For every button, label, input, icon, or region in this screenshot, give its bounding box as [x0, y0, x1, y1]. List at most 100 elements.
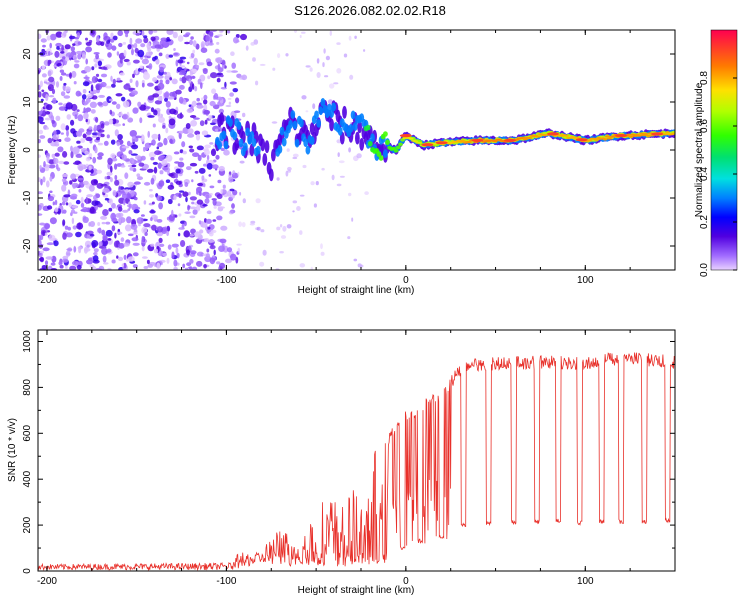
noise-blob	[69, 180, 73, 185]
noise-blob	[245, 45, 249, 51]
ridge-peak	[547, 132, 559, 136]
noise-blob	[165, 79, 170, 85]
noise-blob	[179, 190, 184, 193]
noise-blob	[121, 96, 126, 102]
noise-blob	[170, 182, 173, 186]
ridge-cell	[279, 126, 285, 136]
noise-blob	[152, 77, 158, 83]
spectrogram-x-ticks: -200 -100 0 100	[37, 30, 676, 286]
noise-blob	[61, 258, 69, 263]
noise-blob	[116, 231, 123, 235]
noise-blob	[104, 121, 110, 126]
noise-blob	[77, 246, 83, 250]
noise-blob	[81, 94, 87, 100]
noise-blob	[193, 57, 198, 65]
noise-blob	[184, 267, 189, 270]
noise-blob	[154, 55, 158, 60]
noise-blob	[129, 130, 137, 137]
noise-blob	[209, 257, 216, 265]
noise-blob	[88, 153, 93, 158]
noise-blob	[65, 265, 68, 270]
noise-blob	[63, 82, 67, 86]
noise-blob	[299, 35, 302, 38]
noise-blob	[100, 81, 107, 88]
noise-blob	[167, 96, 175, 100]
colorbar: 0.0 0.2 0.4 0.6 0.8 Normalized spectral ampl…	[694, 29, 738, 277]
ridge-cell	[460, 139, 466, 142]
noise-blob	[65, 125, 70, 131]
ridge-cell	[606, 137, 612, 140]
noise-blob	[49, 176, 53, 182]
noise-blob	[179, 149, 184, 154]
noise-blob	[117, 134, 123, 140]
noise-blob	[196, 190, 199, 195]
noise-blob	[63, 95, 71, 99]
noise-blob	[110, 153, 116, 159]
noise-blob	[229, 188, 235, 192]
noise-blob	[91, 66, 95, 71]
noise-blob	[184, 41, 190, 45]
noise-blob	[55, 81, 60, 88]
noise-blob	[82, 89, 87, 94]
noise-blob	[140, 214, 145, 217]
noise-blob	[194, 130, 201, 136]
noise-blob	[190, 228, 196, 234]
snr-y-ticks: 0 200 400 600 800 1000	[22, 330, 675, 574]
noise-blob	[89, 221, 96, 227]
noise-blob	[53, 157, 59, 165]
noise-blob	[154, 150, 162, 156]
noise-blob	[144, 232, 148, 237]
noise-blob	[53, 130, 57, 136]
noise-blob	[198, 167, 206, 174]
noise-blob	[217, 179, 222, 184]
noise-blob	[114, 179, 120, 186]
noise-blob	[54, 152, 60, 157]
noise-blob	[141, 235, 145, 243]
noise-blob	[259, 63, 266, 66]
noise-blob	[80, 138, 86, 143]
noise-blob	[71, 70, 77, 78]
noise-blob	[178, 130, 184, 134]
noise-blob	[168, 118, 176, 126]
ridge-cell	[329, 109, 334, 118]
noise-blob	[204, 144, 212, 149]
noise-blob	[226, 247, 233, 253]
noise-blob	[55, 42, 62, 48]
noise-blob	[230, 70, 238, 73]
noise-blob	[47, 195, 55, 202]
noise-blob	[143, 181, 151, 186]
noise-blob	[148, 142, 154, 146]
noise-blob	[108, 98, 113, 102]
noise-blob	[216, 193, 223, 199]
noise-blob	[189, 39, 194, 45]
noise-blob	[217, 63, 221, 70]
noise-blob	[186, 166, 192, 171]
noise-blob	[167, 198, 173, 205]
noise-blob	[89, 233, 95, 237]
noise-blob	[42, 231, 46, 236]
noise-blob	[189, 70, 193, 76]
noise-blob	[209, 100, 216, 107]
spectrogram-y-label: Frequency (Hz)	[7, 116, 18, 185]
noise-blob	[105, 221, 111, 225]
noise-blob	[224, 81, 227, 88]
noise-blob	[76, 140, 81, 144]
noise-blob	[147, 95, 155, 101]
noise-blob	[86, 244, 90, 248]
noise-blob	[150, 177, 155, 185]
noise-blob	[85, 157, 91, 162]
noise-blob	[97, 227, 102, 233]
noise-blob	[173, 48, 176, 51]
noise-blob	[115, 93, 123, 97]
noise-blob	[85, 118, 88, 123]
ridge-cell	[385, 139, 390, 146]
noise-blob	[73, 63, 80, 69]
ridge-cell	[290, 110, 296, 119]
noise-blob	[77, 114, 84, 122]
noise-blob	[106, 134, 110, 139]
noise-blob	[197, 154, 202, 162]
noise-blob	[327, 99, 333, 105]
ridge-cell	[370, 133, 375, 143]
noise-blob	[106, 175, 111, 180]
noise-blob	[185, 123, 191, 129]
